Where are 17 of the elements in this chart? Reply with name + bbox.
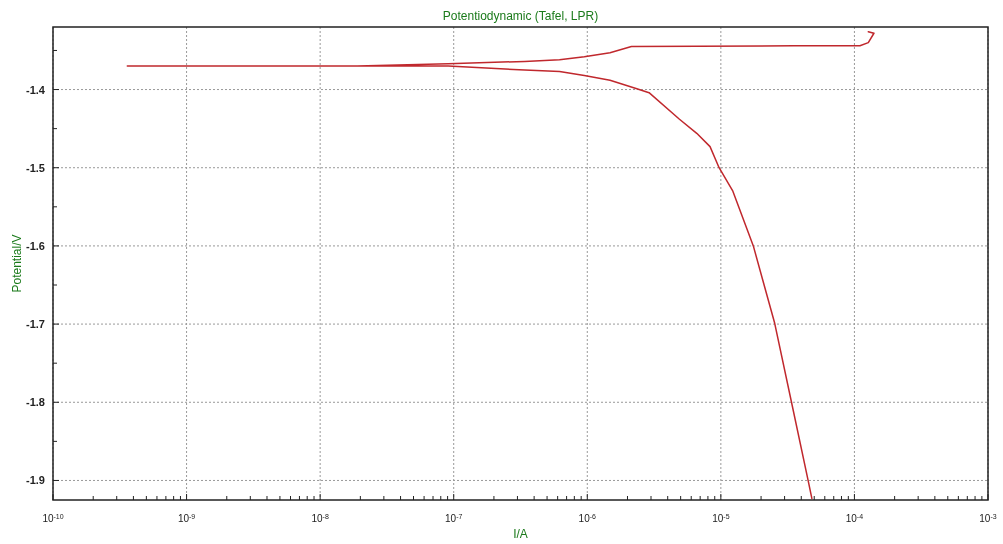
y-tick-label: -1.9: [26, 474, 45, 487]
y-tick-label: -1.6: [26, 239, 45, 252]
x-tick-label: 10$^{-7}$: [445, 512, 463, 524]
y-axis-title: Potential/V: [10, 234, 24, 293]
y-tick-label: -1.7: [26, 318, 45, 331]
y-tick-label: -1.4: [26, 83, 46, 96]
chart-title: Potentiodynamic (Tafel, LPR): [442, 9, 599, 23]
x-tick-label: 10$^{-4}$: [845, 512, 864, 524]
y-tick-label: -1.5: [26, 161, 45, 174]
x-tick-label: 10$^{-6}$: [578, 512, 597, 524]
x-axis-title: I/A: [513, 527, 528, 541]
x-tick-label: 10$^{-5}$: [712, 512, 730, 524]
x-tick-label: 10$^{-8}$: [311, 512, 329, 524]
x-tick-label: 10$^{-10}$: [42, 512, 64, 524]
x-tick-label: 10$^{-9}$: [177, 512, 196, 524]
x-tick-label: 10$^{-3}$: [979, 512, 997, 524]
y-tick-label: -1.8: [26, 396, 45, 409]
